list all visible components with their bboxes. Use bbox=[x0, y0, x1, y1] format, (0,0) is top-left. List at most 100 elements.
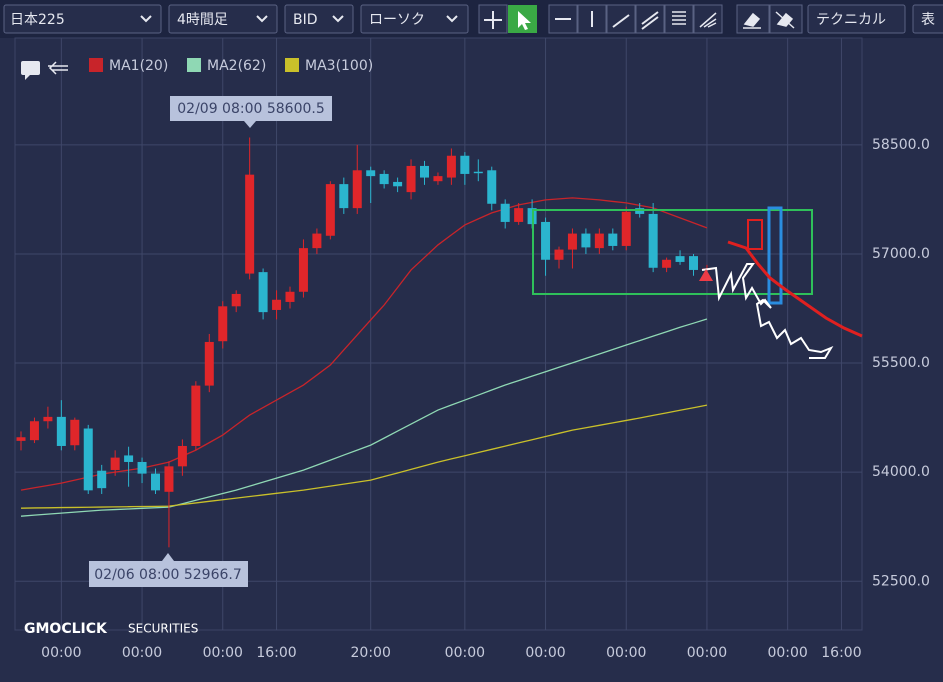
timeframe: 4時間足 bbox=[177, 12, 228, 28]
candle-body bbox=[406, 165, 416, 193]
ma-line bbox=[20, 197, 708, 491]
style-select[interactable] bbox=[360, 4, 469, 34]
trend-button[interactable] bbox=[606, 4, 636, 34]
y-tick-label: 57000.0 bbox=[872, 246, 930, 262]
candle-body bbox=[473, 171, 483, 174]
candle-body bbox=[164, 466, 174, 492]
candle-body bbox=[177, 445, 187, 467]
x-tick-label: 00:00 bbox=[41, 645, 81, 661]
x-tick-label: 00:00 bbox=[767, 645, 807, 661]
annotation-box bbox=[89, 561, 248, 587]
candle-body bbox=[366, 170, 376, 177]
candle-body bbox=[124, 455, 134, 462]
annotation: 02/09 08:00 58600.5 bbox=[170, 96, 332, 128]
candle-body bbox=[621, 211, 631, 246]
x-tick-label: 00:00 bbox=[203, 645, 243, 661]
icon bbox=[699, 12, 717, 28]
box-drawing bbox=[747, 219, 763, 250]
candle-body bbox=[43, 416, 53, 422]
x-tick-label: 16:00 bbox=[256, 645, 296, 661]
timeframe-select[interactable] bbox=[168, 4, 278, 34]
chevron bbox=[256, 15, 268, 23]
candle-body bbox=[635, 208, 645, 214]
x-tick-label: 00:00 bbox=[687, 645, 727, 661]
marks bbox=[16, 137, 712, 548]
y-tick-label: 55500.0 bbox=[872, 355, 930, 371]
candle-body bbox=[689, 256, 698, 270]
candle-body bbox=[298, 248, 308, 292]
candle-body bbox=[420, 165, 429, 178]
annotation-text: 02/09 08:00 58600.5 bbox=[177, 101, 325, 117]
chart-style: ローソク bbox=[369, 12, 425, 28]
icon bbox=[484, 11, 502, 29]
table-button[interactable] bbox=[912, 4, 943, 34]
freehand bbox=[701, 263, 834, 359]
ma-line bbox=[20, 318, 708, 517]
candle-body bbox=[272, 299, 282, 310]
fibo-button[interactable] bbox=[664, 4, 694, 34]
symbol-select[interactable] bbox=[3, 4, 162, 34]
candle-body bbox=[285, 291, 295, 302]
y-tick-label: 54000.0 bbox=[872, 464, 930, 480]
comment-icon[interactable] bbox=[21, 61, 40, 75]
candle-body bbox=[352, 170, 362, 209]
icon bbox=[641, 11, 659, 30]
candle-body bbox=[662, 259, 672, 268]
candle-body bbox=[567, 233, 577, 250]
legend-swatch bbox=[187, 58, 201, 72]
candle-body bbox=[218, 306, 228, 342]
chevron bbox=[140, 15, 152, 23]
drawings bbox=[532, 206, 863, 359]
candle-body bbox=[110, 457, 120, 470]
symbol: 日本225 bbox=[10, 12, 65, 28]
freehand bbox=[727, 240, 863, 338]
x-tick-label: 00:00 bbox=[122, 645, 162, 661]
price-select[interactable] bbox=[284, 4, 354, 34]
comment-icon bbox=[25, 75, 30, 80]
annotation: 02/06 08:00 52966.7 bbox=[89, 553, 248, 587]
box-drawing bbox=[767, 206, 783, 305]
legend bbox=[21, 61, 68, 80]
candle-body bbox=[70, 419, 80, 446]
technical-button[interactable] bbox=[807, 4, 906, 34]
candle-body bbox=[541, 221, 551, 260]
candle-body bbox=[487, 170, 497, 204]
x-tick-label: 00:00 bbox=[525, 645, 565, 661]
icon bbox=[518, 11, 531, 30]
annotation-text: 02/06 08:00 52966.7 bbox=[94, 567, 242, 583]
candle-body bbox=[231, 293, 241, 307]
icon bbox=[743, 12, 761, 29]
price-type: BID bbox=[293, 12, 318, 28]
watermark-suffix: SECURITIES bbox=[128, 622, 198, 636]
legend-swatch bbox=[89, 58, 103, 72]
x-tick-label: 16:00 bbox=[821, 645, 861, 661]
ma-line bbox=[20, 404, 708, 509]
collapse-icon[interactable] bbox=[48, 61, 68, 75]
candle-body bbox=[16, 437, 26, 441]
legend-label: MA3(100) bbox=[305, 58, 373, 74]
annotation-pointer bbox=[244, 121, 256, 128]
annotation-pointer bbox=[162, 553, 174, 561]
plot-area bbox=[14, 37, 863, 631]
x-tick-label: 00:00 bbox=[445, 645, 485, 661]
candle-body bbox=[393, 181, 403, 187]
candle-body bbox=[325, 184, 335, 236]
candle-body bbox=[137, 461, 147, 474]
legend-label: MA2(62) bbox=[207, 58, 266, 74]
candle-body bbox=[151, 473, 160, 491]
candle-body bbox=[312, 233, 322, 249]
y-tick-label: 52500.0 bbox=[872, 573, 930, 589]
candle-body bbox=[514, 208, 524, 222]
icon bbox=[775, 11, 795, 29]
icon bbox=[612, 14, 630, 28]
watermark: GMOCLICK SECURITIES bbox=[24, 621, 198, 637]
candle-body bbox=[379, 173, 389, 185]
icon bbox=[672, 11, 686, 25]
candle-body bbox=[581, 233, 591, 248]
candle-body bbox=[339, 184, 349, 209]
annotation-box bbox=[170, 96, 332, 121]
fan-button[interactable] bbox=[693, 4, 723, 34]
legend-entries: MA1(20) MA2(62) MA3(100) bbox=[89, 58, 373, 74]
